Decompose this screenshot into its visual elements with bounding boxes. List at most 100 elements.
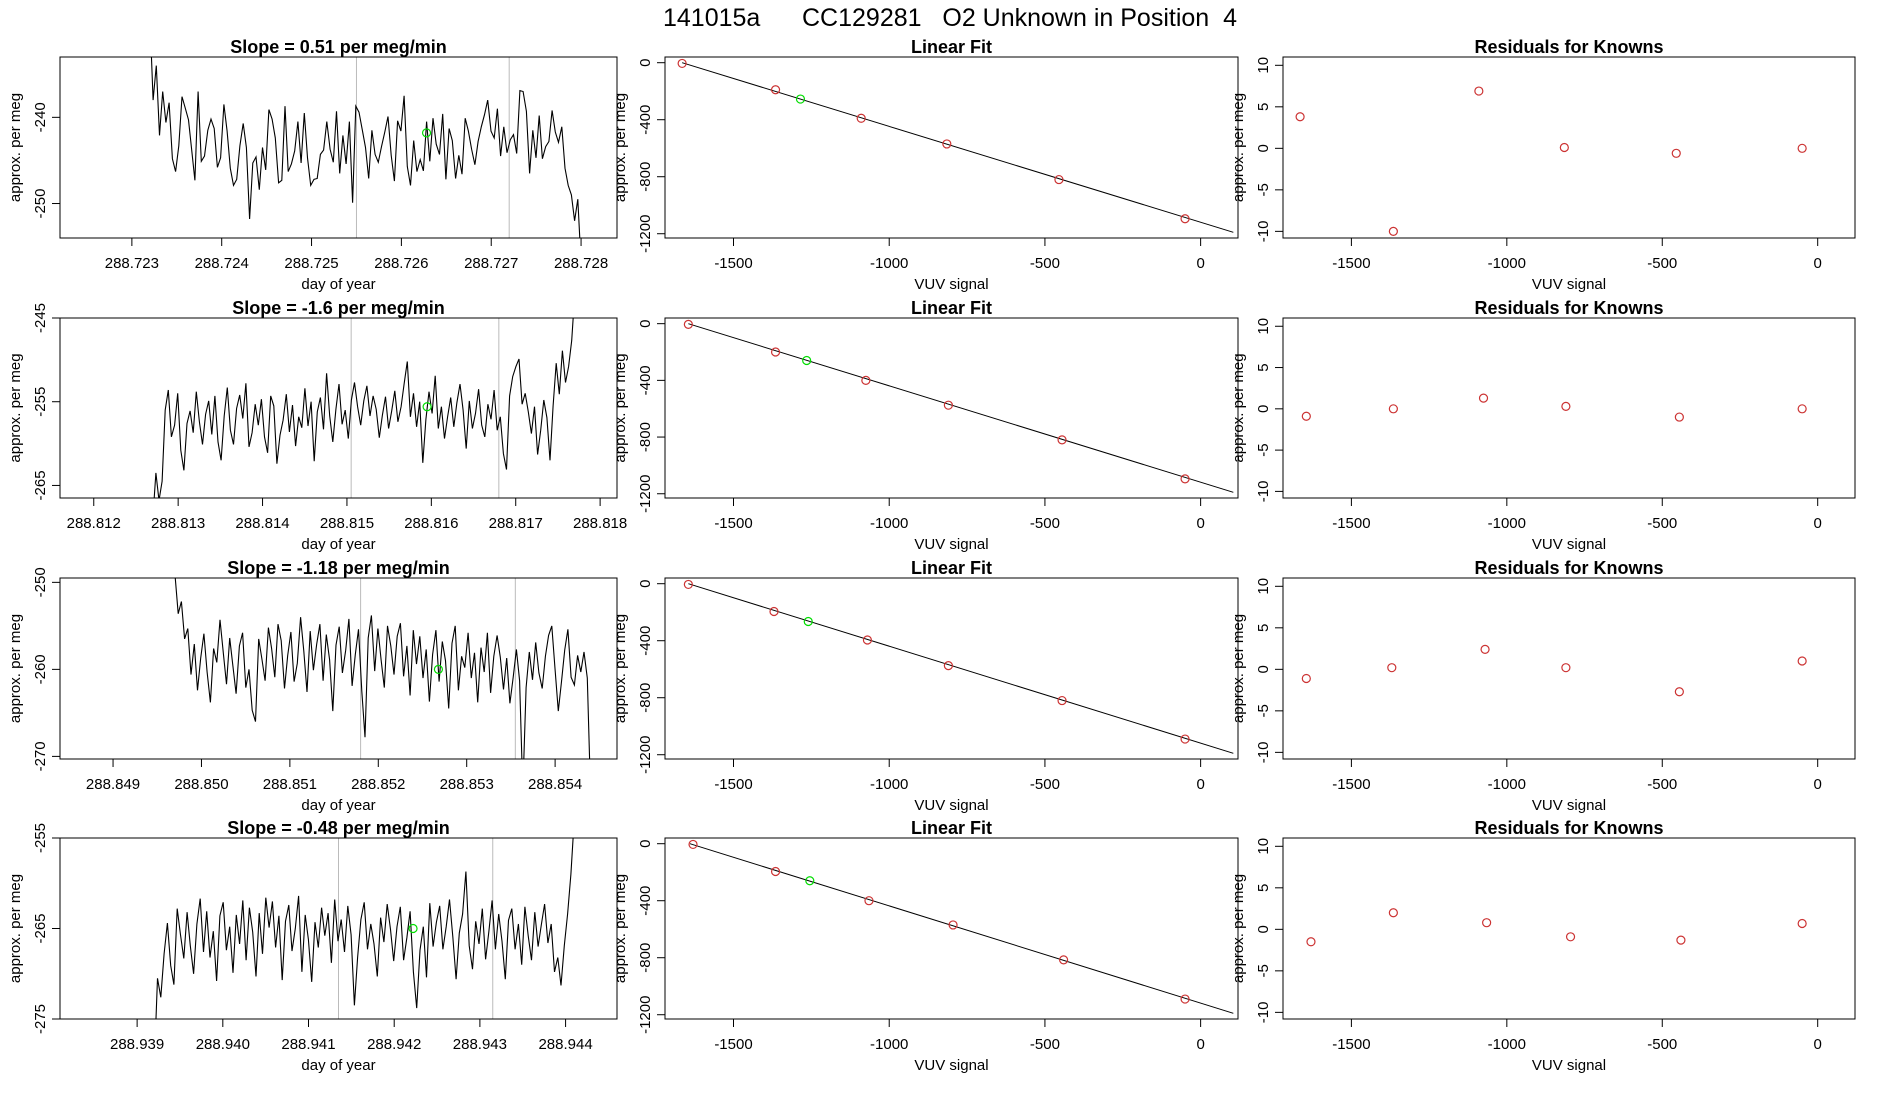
plot-frame bbox=[1282, 837, 1856, 1020]
panel-res4: Residuals for Knowns VUV signal approx. pe… bbox=[1230, 818, 1856, 1074]
data-point bbox=[1059, 955, 1069, 965]
y-tick-label: -1200 bbox=[637, 996, 654, 1034]
y-tick-label: 0 bbox=[637, 319, 654, 327]
x-tick-label: 288.944 bbox=[538, 1036, 592, 1053]
x-axis-label: VUV signal bbox=[1532, 797, 1606, 814]
y-tick-label: 10 bbox=[1255, 318, 1272, 335]
panel-fit1: Linear Fit VUV signal approx. per meg -1500… bbox=[612, 37, 1239, 293]
x-tick-label: 288.727 bbox=[464, 255, 518, 272]
x-tick-label: 288.850 bbox=[174, 776, 228, 793]
figure-title: 141015a CC129281 O2 Unknown in Position … bbox=[663, 4, 1237, 32]
x-tick-label: -1500 bbox=[1332, 1036, 1370, 1053]
x-tick-label: 288.851 bbox=[263, 776, 317, 793]
y-axis-label: approx. per meg bbox=[612, 93, 629, 202]
plot-area bbox=[683, 579, 1234, 754]
data-point bbox=[1797, 656, 1807, 666]
x-tick-label: -1500 bbox=[714, 776, 752, 793]
y-tick-label: 10 bbox=[1255, 838, 1272, 855]
x-tick-label: -1000 bbox=[1488, 1036, 1526, 1053]
plot-area bbox=[1301, 644, 1807, 697]
data-point bbox=[864, 896, 874, 906]
x-tick-label: 0 bbox=[1814, 1036, 1822, 1053]
plot-area bbox=[150, 57, 581, 238]
y-tick-label: 0 bbox=[637, 840, 654, 848]
plot-area bbox=[1301, 393, 1807, 422]
plot-area bbox=[155, 838, 574, 1019]
x-tick-label: -500 bbox=[1647, 515, 1677, 532]
y-tick-label: 5 bbox=[1255, 103, 1272, 111]
x-tick-label: 288.818 bbox=[573, 515, 627, 532]
data-point bbox=[1559, 142, 1569, 153]
x-tick-label: 288.723 bbox=[105, 255, 159, 272]
data-point bbox=[1561, 401, 1571, 411]
data-point bbox=[1561, 663, 1571, 673]
panel-title: Slope = -1.6 per meg/min bbox=[232, 298, 445, 318]
data-point bbox=[1180, 214, 1190, 224]
y-tick-label: 0 bbox=[637, 580, 654, 588]
y-tick-label: 10 bbox=[1255, 57, 1272, 74]
data-point bbox=[683, 319, 693, 329]
x-tick-label: 288.849 bbox=[86, 776, 140, 793]
y-tick-label: -400 bbox=[637, 886, 654, 916]
y-tick-label: -250 bbox=[32, 189, 49, 219]
data-point bbox=[1388, 226, 1398, 236]
y-tick-label: 0 bbox=[1255, 925, 1272, 933]
data-point bbox=[1301, 411, 1311, 421]
y-tick-label: -800 bbox=[637, 943, 654, 973]
data-point bbox=[688, 839, 698, 850]
data-point bbox=[1674, 412, 1684, 422]
y-tick-label: -245 bbox=[32, 303, 49, 333]
plot-area bbox=[677, 58, 1234, 233]
plot-frame bbox=[664, 577, 1239, 760]
panel-title: Slope = -0.48 per meg/min bbox=[227, 818, 450, 838]
data-point bbox=[1057, 695, 1067, 706]
x-tick-label: -500 bbox=[1647, 776, 1677, 793]
plot-frame bbox=[1282, 317, 1856, 499]
unknown-point bbox=[803, 616, 813, 627]
data-point bbox=[683, 579, 693, 590]
plot-area bbox=[174, 578, 591, 759]
panel-title: Linear Fit bbox=[911, 37, 992, 57]
plot-frame bbox=[664, 837, 1239, 1020]
panel-fit4: Linear Fit VUV signal approx. per meg -1500… bbox=[612, 818, 1239, 1074]
data-point bbox=[943, 661, 953, 671]
x-tick-label: 288.726 bbox=[374, 255, 428, 272]
data-point bbox=[1797, 143, 1807, 153]
plot-area bbox=[688, 839, 1234, 1014]
x-tick-label: 0 bbox=[1196, 515, 1204, 532]
x-tick-label: 288.853 bbox=[440, 776, 494, 793]
x-tick-label: -1500 bbox=[714, 515, 752, 532]
x-axis-label: day of year bbox=[301, 797, 375, 814]
x-axis-label: VUV signal bbox=[914, 797, 988, 814]
x-tick-label: 288.940 bbox=[196, 1036, 250, 1053]
data-point bbox=[1797, 918, 1807, 929]
panel-title: Slope = -1.18 per meg/min bbox=[227, 558, 450, 578]
x-tick-label: 288.941 bbox=[281, 1036, 335, 1053]
y-tick-label: 5 bbox=[1255, 884, 1272, 892]
data-point bbox=[1671, 148, 1681, 158]
x-tick-label: -500 bbox=[1030, 515, 1060, 532]
x-tick-label: -1500 bbox=[1332, 776, 1370, 793]
y-tick-label: 5 bbox=[1255, 624, 1272, 632]
y-tick-label: 0 bbox=[637, 59, 654, 67]
y-tick-label: -265 bbox=[32, 913, 49, 943]
plot-frame bbox=[59, 317, 618, 499]
fit-line bbox=[681, 62, 1234, 233]
panel-fit2: Linear Fit VUV signal approx. per meg -1500… bbox=[612, 298, 1239, 553]
data-point bbox=[1301, 673, 1311, 684]
y-tick-label: -5 bbox=[1255, 964, 1272, 977]
y-axis-label: approx. per meg bbox=[7, 93, 24, 202]
panel-res2: Residuals for Knowns VUV signal approx. pe… bbox=[1230, 298, 1856, 553]
data-point bbox=[1474, 86, 1484, 96]
y-tick-label: -10 bbox=[1255, 481, 1272, 503]
x-tick-label: 0 bbox=[1196, 1036, 1204, 1053]
plot-area bbox=[1306, 908, 1807, 947]
x-tick-label: -1500 bbox=[714, 1036, 752, 1053]
x-tick-label: 288.943 bbox=[453, 1036, 507, 1053]
x-tick-label: -1000 bbox=[870, 1036, 908, 1053]
data-point bbox=[1387, 663, 1397, 673]
data-point bbox=[1180, 474, 1190, 484]
data-point bbox=[943, 400, 953, 410]
data-point bbox=[1478, 393, 1489, 403]
y-tick-label: -275 bbox=[32, 1004, 49, 1034]
